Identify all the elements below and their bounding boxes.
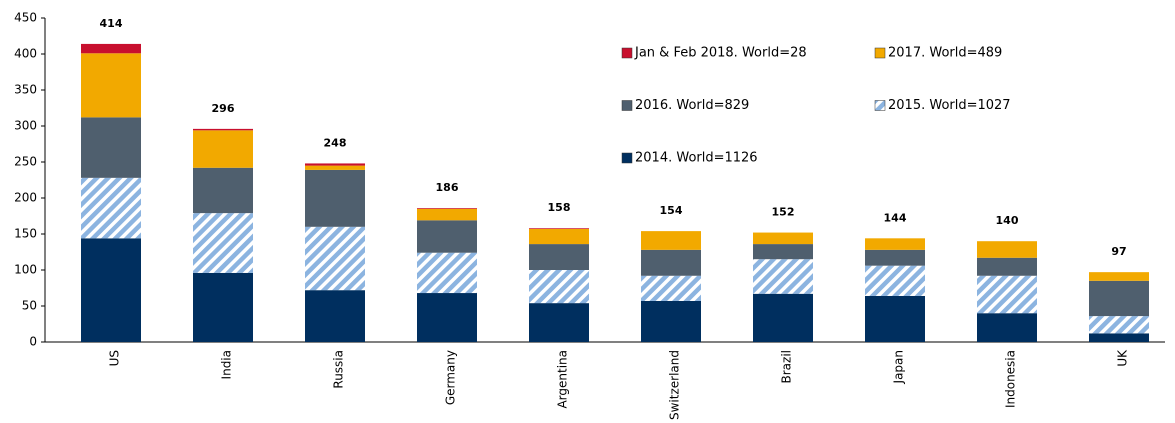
y-tick-label: 150 [14, 227, 37, 241]
bar-segment [529, 244, 589, 270]
bar-segment [977, 275, 1037, 314]
total-label: 414 [100, 17, 123, 30]
x-tick-label: Japan [892, 350, 906, 384]
bar-segment [193, 272, 253, 342]
bar-segment [641, 249, 701, 276]
legend-label: 2017. World=489 [888, 46, 1002, 61]
y-tick-label: 100 [14, 263, 37, 277]
bar-segment [417, 220, 477, 253]
bar-segment [305, 169, 365, 227]
total-label: 140 [996, 214, 1019, 227]
bar-segment [81, 117, 141, 178]
total-label: 152 [772, 206, 795, 219]
legend-label: 2016. World=829 [635, 98, 749, 113]
y-tick-label: 300 [14, 119, 37, 133]
bar-segment [529, 228, 589, 229]
x-tick-label: Switzerland [668, 350, 682, 420]
bar-segment [753, 293, 813, 342]
x-tick-label: Indonesia [1004, 350, 1018, 408]
y-tick-label: 50 [22, 299, 37, 313]
bar-segment [977, 241, 1037, 258]
bar-segment [193, 167, 253, 214]
total-label: 154 [660, 204, 683, 217]
bar-segment [417, 208, 477, 221]
y-tick-label: 0 [29, 335, 37, 349]
bar-segment [865, 265, 925, 296]
legend-swatch [621, 152, 633, 164]
bar-segment [193, 213, 253, 273]
y-tick-label: 200 [14, 191, 37, 205]
legend-swatch [621, 47, 633, 59]
bar-segment [529, 228, 589, 245]
bar-segment [81, 238, 141, 342]
bar-segment [417, 252, 477, 294]
x-tick-label: Germany [444, 350, 458, 405]
total-label: 248 [324, 136, 347, 149]
bar-segment [1089, 333, 1149, 342]
bar-segment [753, 244, 813, 260]
x-tick-label: US [108, 350, 122, 366]
bar-segment [529, 303, 589, 342]
bar-segment [193, 130, 253, 168]
x-tick-label: India [220, 350, 234, 379]
x-tick-label: Brazil [780, 350, 794, 384]
bar-segment [977, 313, 1037, 342]
bar-segment [305, 226, 365, 291]
bar-segment [81, 53, 141, 118]
y-tick-label: 400 [14, 47, 37, 61]
bar-segment [417, 293, 477, 342]
x-tick-label: UK [1116, 349, 1130, 367]
legend-label: 2015. World=1027 [888, 98, 1011, 113]
x-tick-label: Russia [332, 350, 346, 389]
x-tick-label: Argentina [556, 350, 570, 409]
bar-segment [641, 231, 701, 250]
legend-label: Jan & Feb 2018. World=28 [634, 46, 807, 61]
bar-segment [865, 295, 925, 342]
bar-segment [641, 300, 701, 342]
total-label: 144 [884, 211, 907, 224]
bar-segment [865, 238, 925, 250]
bar-segment [417, 208, 477, 209]
y-tick-label: 250 [14, 155, 37, 169]
bar-segment [305, 290, 365, 342]
bar-segment [641, 275, 701, 301]
bar-segment [305, 165, 365, 170]
legend-swatch [874, 100, 886, 111]
bar-segment [81, 43, 141, 54]
total-label: 296 [212, 102, 235, 115]
bar-segment [753, 259, 813, 294]
bar-segment [529, 270, 589, 304]
bar-segment [1089, 316, 1149, 334]
legend-swatch [874, 47, 886, 59]
bar-segment [753, 232, 813, 245]
legend-label: 2014. World=1126 [635, 151, 758, 166]
bar-segment [305, 163, 365, 166]
bar-segment [1089, 280, 1149, 317]
total-label: 97 [1111, 245, 1126, 258]
bar-segment [977, 257, 1037, 276]
y-tick-label: 350 [14, 83, 37, 97]
bar-segment [193, 128, 253, 131]
total-label: 186 [436, 181, 459, 194]
legend-swatch [621, 100, 633, 111]
bar-segment [1089, 272, 1149, 281]
total-label: 158 [548, 201, 571, 214]
y-tick-label: 450 [14, 11, 37, 25]
bar-segment [81, 177, 141, 239]
bar-segment [865, 249, 925, 266]
